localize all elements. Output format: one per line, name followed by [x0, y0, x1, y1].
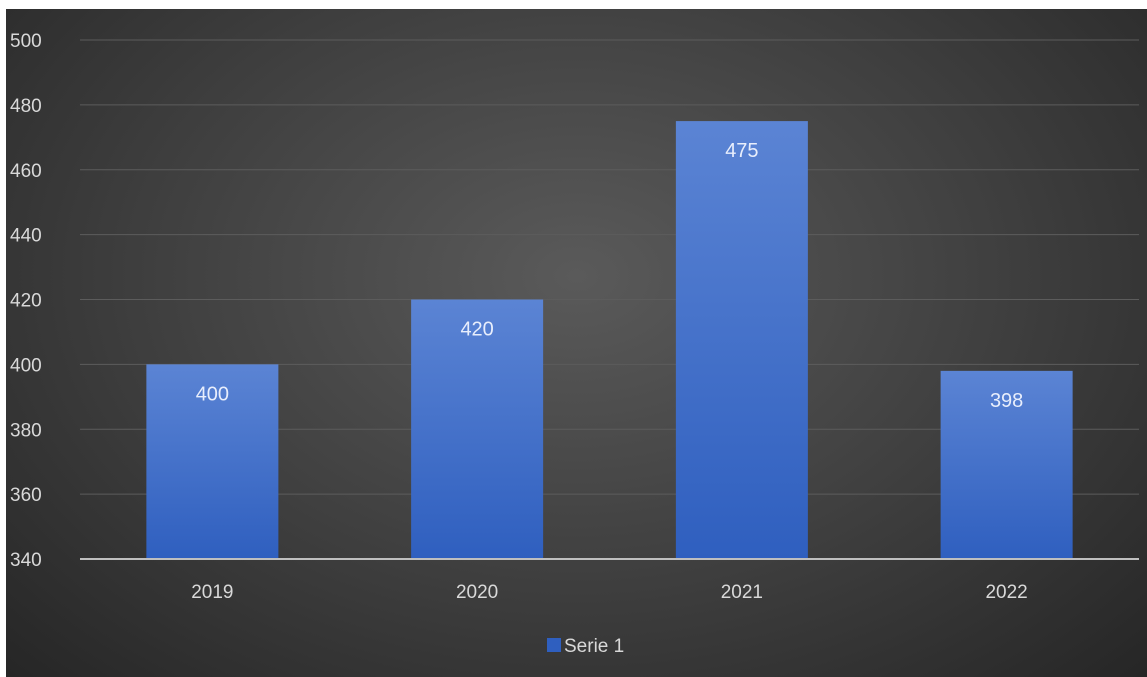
y-tick-label: 480 — [10, 96, 42, 117]
chart-area: 340 360 380 400 420 440 460 480 500 400 420 475 398… — [6, 9, 1147, 677]
y-tick-label: 360 — [10, 485, 42, 506]
bar-2020 — [411, 299, 544, 559]
bar-2019 — [146, 364, 279, 559]
data-label-2019: 400 — [196, 383, 229, 405]
x-tick-label-2020: 2020 — [456, 582, 498, 603]
bar-2021 — [675, 121, 808, 559]
data-label-2022: 398 — [990, 390, 1023, 412]
bars: 400 420 475 398 — [146, 121, 1073, 559]
y-tick-label: 460 — [10, 161, 42, 182]
legend-swatch — [547, 638, 561, 652]
data-label-2020: 420 — [460, 319, 493, 341]
y-tick-label: 420 — [10, 291, 42, 312]
legend-label: Serie 1 — [564, 636, 624, 657]
x-tick-label-2022: 2022 — [985, 582, 1027, 603]
bar-2022 — [940, 370, 1073, 559]
y-tick-label: 500 — [10, 31, 42, 52]
y-tick-label: 440 — [10, 226, 42, 247]
data-label-2021: 475 — [725, 140, 758, 162]
x-tick-label-2021: 2021 — [721, 582, 763, 603]
x-axis-ticks: 2019 2020 2021 2022 — [191, 582, 1028, 603]
y-tick-label: 340 — [10, 550, 42, 571]
y-tick-label: 400 — [10, 355, 42, 376]
legend: Serie 1 — [547, 636, 624, 657]
bar-chart: 340 360 380 400 420 440 460 480 500 400 420 475 398… — [10, 31, 1139, 657]
y-axis-ticks: 340 360 380 400 420 440 460 480 500 — [10, 31, 42, 571]
y-tick-label: 380 — [10, 420, 42, 441]
x-tick-label-2019: 2019 — [191, 582, 233, 603]
